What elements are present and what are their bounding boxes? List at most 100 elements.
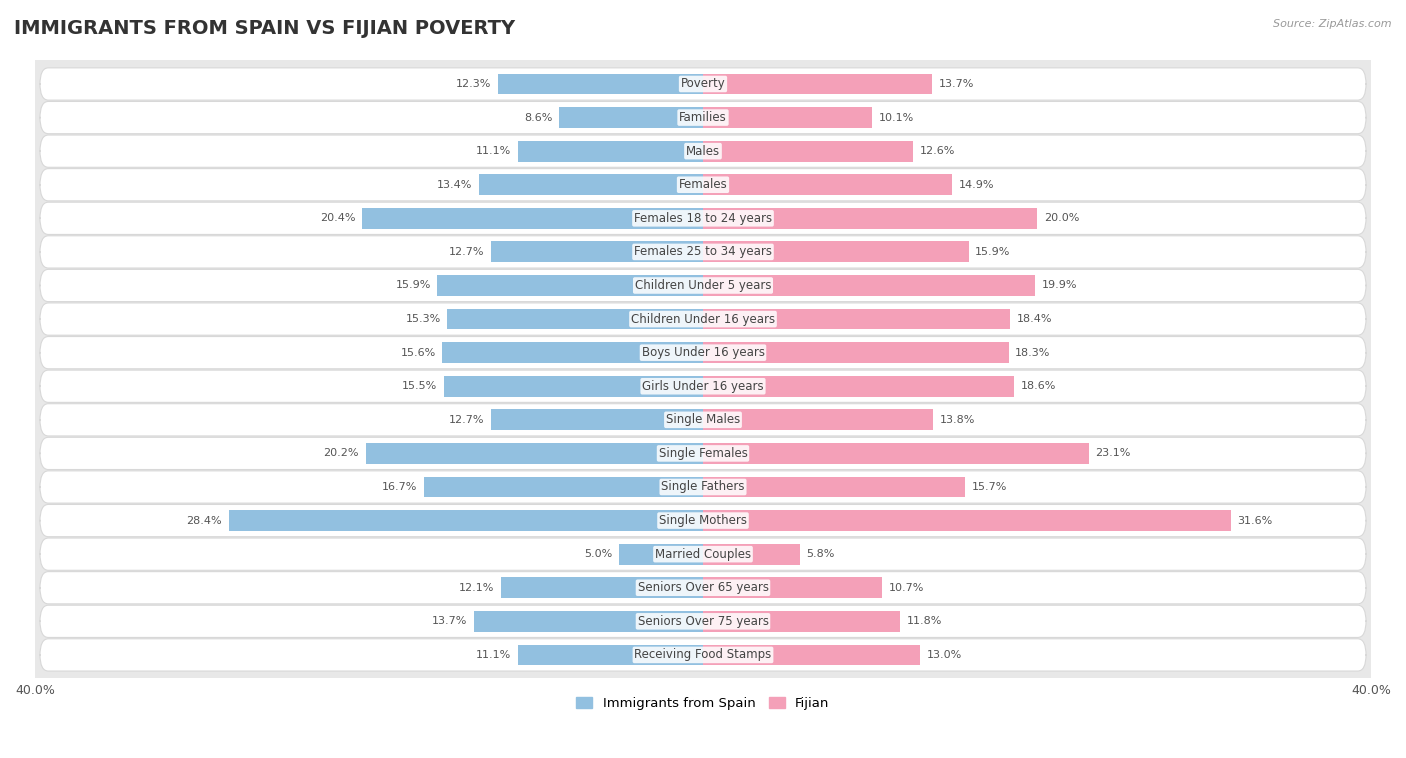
Bar (620, 543, 703, 565)
Text: 20.4%: 20.4% (321, 213, 356, 224)
FancyBboxPatch shape (39, 68, 1367, 100)
Bar (703, 309, 1011, 330)
Text: Males: Males (686, 145, 720, 158)
Bar (703, 376, 1014, 396)
FancyBboxPatch shape (39, 471, 1367, 503)
Text: Single Females: Single Females (658, 447, 748, 460)
FancyBboxPatch shape (39, 303, 1367, 335)
Text: Children Under 16 years: Children Under 16 years (631, 312, 775, 326)
Bar (703, 141, 914, 161)
Bar (703, 208, 1038, 229)
Text: 15.9%: 15.9% (976, 247, 1011, 257)
Text: Poverty: Poverty (681, 77, 725, 90)
FancyBboxPatch shape (39, 370, 1367, 402)
Text: 10.7%: 10.7% (889, 583, 924, 593)
Text: Seniors Over 65 years: Seniors Over 65 years (637, 581, 769, 594)
FancyBboxPatch shape (39, 639, 1367, 671)
Text: 18.6%: 18.6% (1021, 381, 1056, 391)
FancyBboxPatch shape (39, 168, 1367, 201)
Text: Females: Females (679, 178, 727, 191)
Text: 15.9%: 15.9% (395, 280, 430, 290)
Text: 31.6%: 31.6% (1237, 515, 1272, 525)
Text: Families: Families (679, 111, 727, 124)
Bar (491, 242, 703, 262)
Text: 13.0%: 13.0% (927, 650, 962, 660)
Bar (501, 578, 703, 598)
Bar (437, 275, 703, 296)
Text: 28.4%: 28.4% (187, 515, 222, 525)
Text: 18.3%: 18.3% (1015, 348, 1050, 358)
Text: 12.3%: 12.3% (456, 79, 491, 89)
FancyBboxPatch shape (39, 572, 1367, 604)
Text: 23.1%: 23.1% (1095, 449, 1130, 459)
Bar (703, 174, 952, 195)
Text: 16.7%: 16.7% (382, 482, 418, 492)
Bar (703, 275, 1035, 296)
FancyBboxPatch shape (39, 505, 1367, 537)
Text: 18.4%: 18.4% (1017, 314, 1053, 324)
Bar (703, 409, 934, 431)
Bar (517, 141, 703, 161)
Text: Seniors Over 75 years: Seniors Over 75 years (637, 615, 769, 628)
Bar (703, 477, 965, 497)
Bar (425, 477, 703, 497)
Bar (703, 443, 1088, 464)
Text: 20.2%: 20.2% (323, 449, 359, 459)
Text: 15.6%: 15.6% (401, 348, 436, 358)
Text: 12.7%: 12.7% (449, 415, 484, 424)
Bar (229, 510, 703, 531)
Text: 5.8%: 5.8% (807, 549, 835, 559)
Text: 13.4%: 13.4% (437, 180, 472, 190)
Text: 11.1%: 11.1% (475, 650, 510, 660)
Bar (703, 611, 900, 631)
Bar (703, 107, 872, 128)
Text: Single Fathers: Single Fathers (661, 481, 745, 493)
Bar (560, 107, 703, 128)
FancyBboxPatch shape (39, 437, 1367, 469)
Text: 14.9%: 14.9% (959, 180, 994, 190)
Bar (703, 543, 800, 565)
FancyBboxPatch shape (39, 538, 1367, 570)
Bar (366, 443, 703, 464)
Bar (703, 510, 1230, 531)
Bar (363, 208, 703, 229)
Text: 11.1%: 11.1% (475, 146, 510, 156)
Bar (479, 174, 703, 195)
FancyBboxPatch shape (39, 102, 1367, 133)
Bar (447, 309, 703, 330)
Bar (491, 409, 703, 431)
Text: Females 18 to 24 years: Females 18 to 24 years (634, 211, 772, 225)
Text: Girls Under 16 years: Girls Under 16 years (643, 380, 763, 393)
Bar (517, 644, 703, 666)
Text: 12.7%: 12.7% (449, 247, 484, 257)
Text: Source: ZipAtlas.com: Source: ZipAtlas.com (1274, 19, 1392, 29)
Text: 13.8%: 13.8% (941, 415, 976, 424)
Text: 12.6%: 12.6% (920, 146, 956, 156)
Text: 20.0%: 20.0% (1043, 213, 1078, 224)
Text: 15.7%: 15.7% (972, 482, 1007, 492)
Text: 13.7%: 13.7% (938, 79, 974, 89)
FancyBboxPatch shape (39, 605, 1367, 637)
Text: Single Males: Single Males (666, 413, 740, 426)
Text: Receiving Food Stamps: Receiving Food Stamps (634, 648, 772, 662)
Bar (474, 611, 703, 631)
Text: 5.0%: 5.0% (585, 549, 613, 559)
Legend: Immigrants from Spain, Fijian: Immigrants from Spain, Fijian (571, 691, 835, 715)
FancyBboxPatch shape (39, 337, 1367, 369)
Text: 11.8%: 11.8% (907, 616, 942, 626)
Bar (498, 74, 703, 95)
Text: 12.1%: 12.1% (458, 583, 495, 593)
Text: Single Mothers: Single Mothers (659, 514, 747, 527)
Bar (703, 578, 882, 598)
Text: 15.5%: 15.5% (402, 381, 437, 391)
Bar (443, 343, 703, 363)
Text: 13.7%: 13.7% (432, 616, 468, 626)
Text: 8.6%: 8.6% (524, 113, 553, 123)
Text: 19.9%: 19.9% (1042, 280, 1077, 290)
Text: IMMIGRANTS FROM SPAIN VS FIJIAN POVERTY: IMMIGRANTS FROM SPAIN VS FIJIAN POVERTY (14, 19, 515, 38)
FancyBboxPatch shape (39, 202, 1367, 234)
Text: Females 25 to 34 years: Females 25 to 34 years (634, 246, 772, 258)
FancyBboxPatch shape (39, 269, 1367, 302)
Text: Boys Under 16 years: Boys Under 16 years (641, 346, 765, 359)
FancyBboxPatch shape (39, 236, 1367, 268)
